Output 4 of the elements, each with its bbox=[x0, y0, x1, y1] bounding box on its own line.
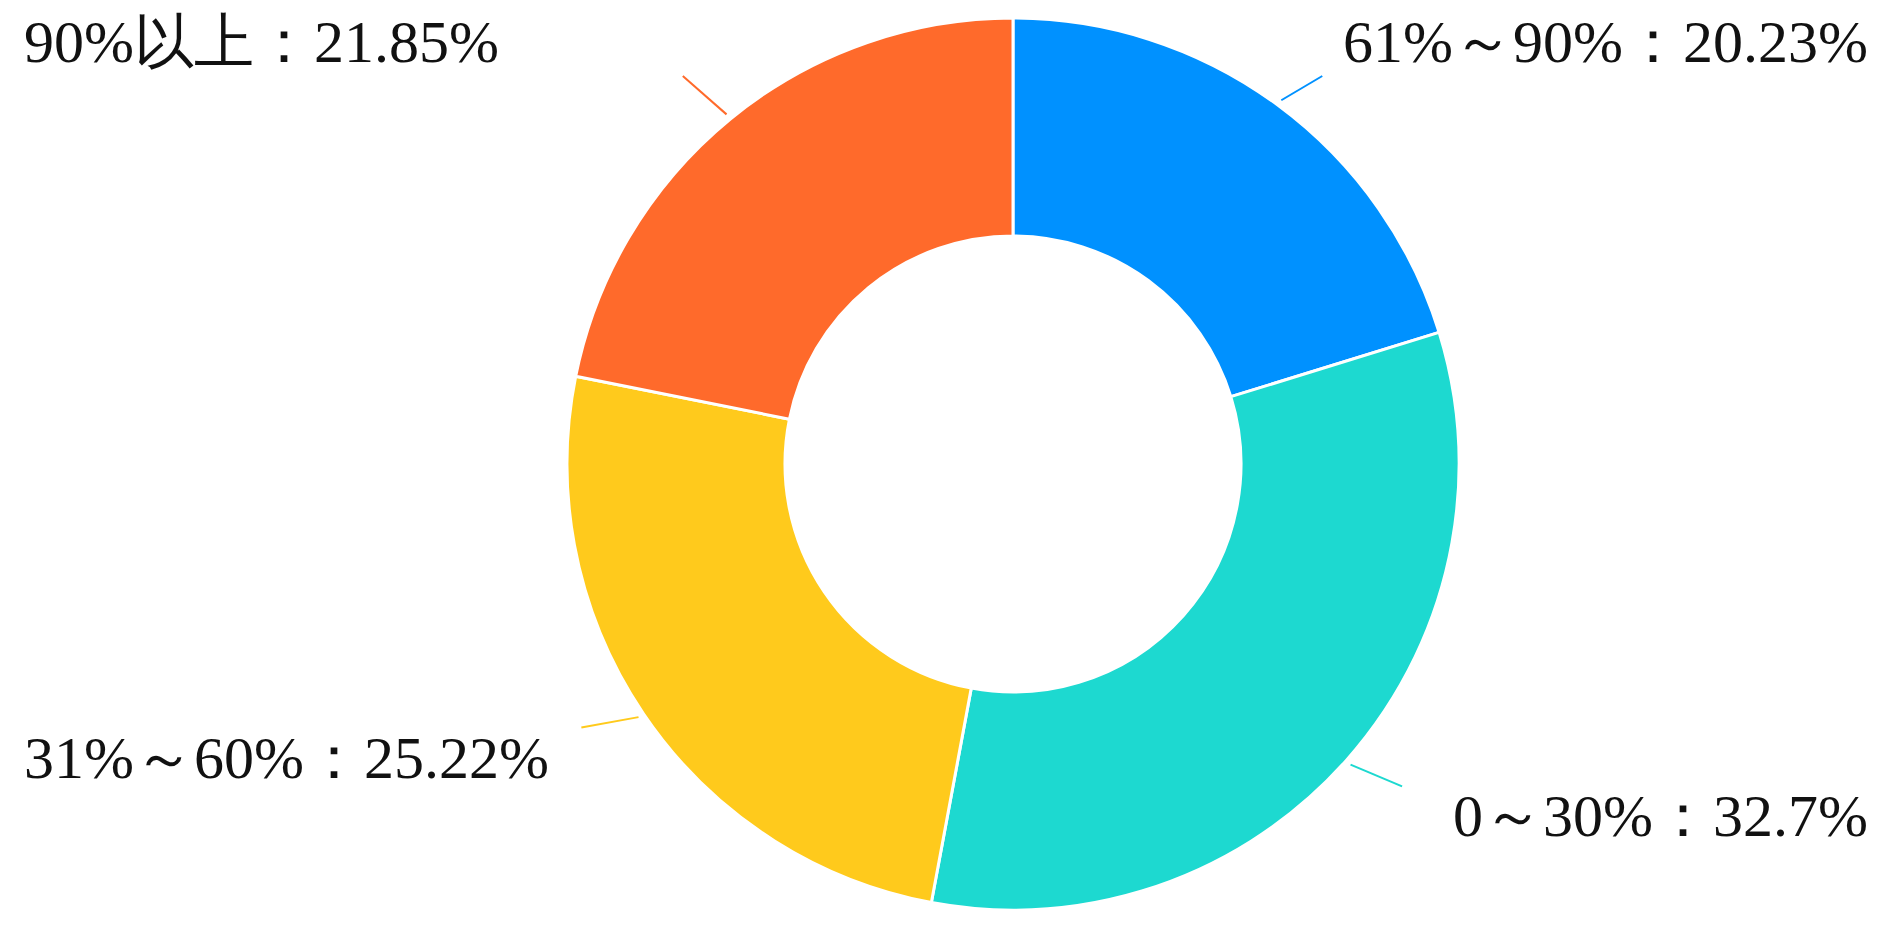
slice-label: 90%以上：21.85% bbox=[24, 9, 499, 75]
slice-label: 0～30%：32.7% bbox=[1453, 783, 1868, 850]
slice-label: 61%～90%：20.23% bbox=[1343, 9, 1868, 75]
slice-label: 31%～60%：25.22% bbox=[24, 724, 549, 791]
